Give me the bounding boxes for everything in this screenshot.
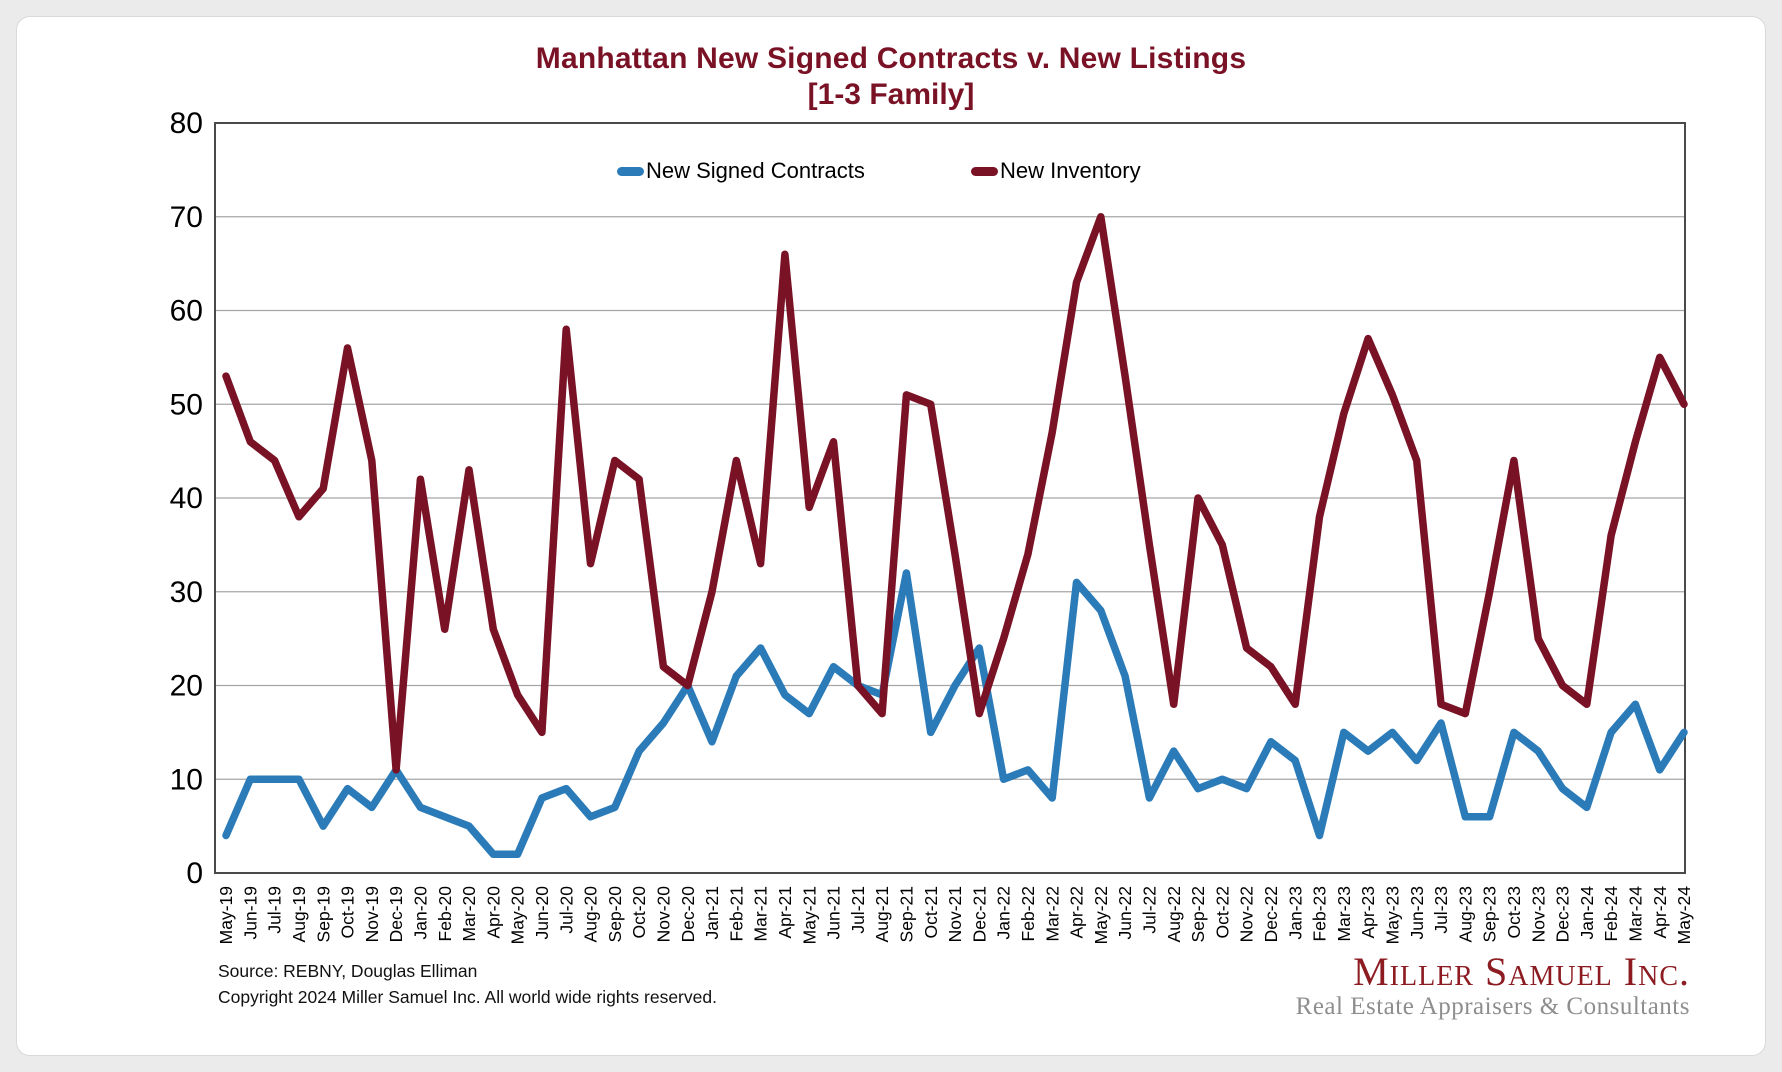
svg-text:Dec-19: Dec-19 <box>386 886 406 942</box>
svg-text:Feb-21: Feb-21 <box>726 886 746 941</box>
svg-text:Oct-20: Oct-20 <box>629 886 649 939</box>
svg-text:80: 80 <box>170 107 203 140</box>
svg-text:Mar-20: Mar-20 <box>459 886 479 942</box>
series-new-inventory <box>222 213 1688 774</box>
svg-text:May-23: May-23 <box>1383 886 1403 944</box>
svg-text:Jul-23: Jul-23 <box>1431 886 1451 934</box>
svg-text:Oct-19: Oct-19 <box>338 886 358 939</box>
svg-text:Sep-23: Sep-23 <box>1480 886 1500 942</box>
svg-text:May-20: May-20 <box>508 886 528 945</box>
svg-text:30: 30 <box>170 576 203 609</box>
legend-swatch-blue-icon <box>617 166 644 176</box>
svg-text:Jun-22: Jun-22 <box>1115 886 1135 940</box>
svg-text:50: 50 <box>170 388 203 421</box>
svg-text:Sep-22: Sep-22 <box>1188 886 1208 942</box>
miller-samuel-logo: Miller Samuel Inc. Real Estate Appraiser… <box>1296 952 1690 1022</box>
svg-text:Jan-23: Jan-23 <box>1285 886 1305 940</box>
svg-text:Feb-23: Feb-23 <box>1310 886 1330 941</box>
svg-text:Jul-20: Jul-20 <box>556 886 576 934</box>
svg-text:Dec-23: Dec-23 <box>1553 886 1573 942</box>
svg-text:Aug-20: Aug-20 <box>581 886 601 943</box>
legend-item-new-signed-contracts: New Signed Contracts <box>617 158 865 183</box>
chart-card <box>16 16 1766 1056</box>
svg-text:Dec-20: Dec-20 <box>678 886 698 943</box>
svg-text:Nov-19: Nov-19 <box>362 886 382 942</box>
svg-text:Jul-21: Jul-21 <box>848 886 868 934</box>
svg-text:Dec-22: Dec-22 <box>1261 886 1281 942</box>
svg-text:Aug-22: Aug-22 <box>1164 886 1184 942</box>
svg-text:Oct-23: Oct-23 <box>1504 886 1524 939</box>
svg-text:Jun-21: Jun-21 <box>824 886 844 940</box>
svg-text:40: 40 <box>170 482 203 515</box>
svg-text:Nov-23: Nov-23 <box>1528 886 1548 942</box>
legend-item-new-inventory: New Inventory <box>971 158 1141 183</box>
svg-text:Apr-20: Apr-20 <box>483 886 503 939</box>
plot-frame <box>214 122 1686 874</box>
svg-text:Jan-21: Jan-21 <box>702 886 722 940</box>
svg-text:0: 0 <box>186 857 203 890</box>
series-new-signed-contracts <box>222 569 1688 858</box>
source-note: Source: REBNY, Douglas Elliman <box>218 961 478 981</box>
svg-text:Jan-20: Jan-20 <box>411 886 431 940</box>
svg-text:Jul-22: Jul-22 <box>1140 886 1160 934</box>
svg-text:May-21: May-21 <box>799 886 819 944</box>
svg-text:Apr-23: Apr-23 <box>1358 886 1378 939</box>
svg-text:Mar-21: Mar-21 <box>751 886 771 941</box>
svg-text:Aug-21: Aug-21 <box>872 886 892 942</box>
footer-notes: Source: REBNY, Douglas Elliman Copyright… <box>218 958 717 1010</box>
svg-text:Mar-23: Mar-23 <box>1334 886 1354 941</box>
svg-text:Jan-24: Jan-24 <box>1577 886 1597 940</box>
svg-text:Mar-22: Mar-22 <box>1042 886 1062 941</box>
svg-text:Jun-19: Jun-19 <box>240 886 260 940</box>
svg-text:Mar-24: Mar-24 <box>1626 886 1646 942</box>
copyright-note: Copyright 2024 Miller Samuel Inc. All wo… <box>218 987 717 1007</box>
svg-text:Sep-20: Sep-20 <box>605 886 625 943</box>
svg-text:Feb-22: Feb-22 <box>1018 886 1038 941</box>
svg-text:Oct-21: Oct-21 <box>921 886 941 939</box>
svg-text:70: 70 <box>170 201 203 234</box>
svg-text:10: 10 <box>170 763 203 796</box>
x-axis-labels: May-19 Jun-19 Jul-19 Aug-19 Sep-19 Oct-19 Nov-… <box>216 886 1694 945</box>
svg-text:Sep-19: Sep-19 <box>313 886 333 942</box>
svg-text:Jun-20: Jun-20 <box>532 886 552 940</box>
svg-text:Apr-24: Apr-24 <box>1650 886 1670 939</box>
svg-text:Nov-22: Nov-22 <box>1237 886 1257 942</box>
svg-text:Nov-21: Nov-21 <box>945 886 965 942</box>
chart-title: Manhattan New Signed Contracts v. New Li… <box>535 42 1247 75</box>
svg-text:Aug-19: Aug-19 <box>289 886 309 942</box>
svg-text:Apr-21: Apr-21 <box>775 886 795 939</box>
svg-text:Aug-23: Aug-23 <box>1455 886 1475 942</box>
svg-text:May-24: May-24 <box>1674 886 1694 945</box>
svg-text:Jun-23: Jun-23 <box>1407 886 1427 940</box>
chart-subtitle: [1-3 Family] <box>807 78 975 111</box>
logo-name: Miller Samuel Inc. <box>1353 949 1690 994</box>
legend-label: New Inventory <box>1000 158 1141 183</box>
svg-text:Apr-22: Apr-22 <box>1067 886 1087 939</box>
svg-text:Sep-21: Sep-21 <box>897 886 917 942</box>
svg-text:Jan-22: Jan-22 <box>994 886 1014 940</box>
svg-text:60: 60 <box>170 295 203 328</box>
legend-label: New Signed Contracts <box>646 158 865 183</box>
svg-text:Jul-19: Jul-19 <box>265 886 285 934</box>
svg-text:Dec-21: Dec-21 <box>969 886 989 942</box>
svg-text:20: 20 <box>170 670 203 703</box>
svg-text:Feb-20: Feb-20 <box>435 886 455 942</box>
legend-swatch-maroon-icon <box>971 166 998 176</box>
svg-text:Nov-20: Nov-20 <box>654 886 674 943</box>
svg-text:May-22: May-22 <box>1091 886 1111 944</box>
svg-text:Feb-24: Feb-24 <box>1601 886 1621 942</box>
logo-tagline: Real Estate Appraisers & Consultants <box>1295 993 1690 1020</box>
svg-text:Oct-22: Oct-22 <box>1212 886 1232 939</box>
svg-text:May-19: May-19 <box>216 886 236 944</box>
y-axis-labels: 0 10 20 30 40 50 60 70 80 <box>170 107 203 890</box>
